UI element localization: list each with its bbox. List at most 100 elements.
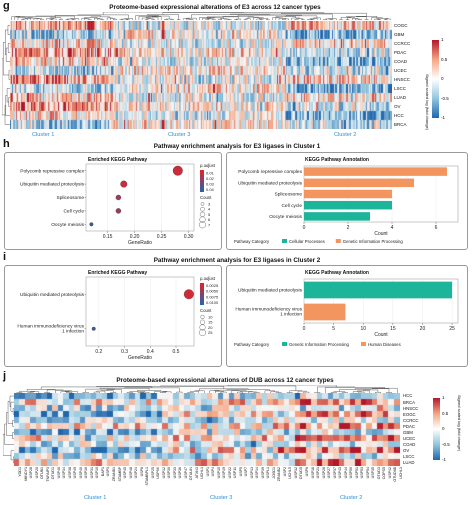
gene-label: USP8 (139, 467, 144, 477)
dendrogram-branch (96, 390, 106, 393)
gene-label: USP50 (349, 467, 354, 479)
e3-cluster-1: Cluster 1 (32, 132, 55, 138)
pathway-bar (304, 303, 346, 321)
gene-label: USP22 (227, 467, 232, 479)
row-label: LUAD (403, 460, 415, 466)
dendrogram-branch (190, 391, 199, 393)
gene-label: COPS5 (382, 467, 387, 480)
dendrogram-branch (270, 391, 279, 393)
dendrogram-branch (325, 387, 385, 393)
dendrogram-branch (247, 16, 259, 19)
dendrogram-branch (164, 19, 168, 20)
gene-label: USP11 (233, 467, 238, 479)
gene-label: TNFAIP3 (45, 467, 50, 482)
gene-label: USP18 (310, 467, 315, 479)
row-label: EOGC (403, 411, 416, 417)
dendrogram-branch (313, 17, 321, 20)
dub-cluster-2: Cluster 2 (340, 495, 363, 501)
i-bar-plot: 0 5 10 15 20 25 Count Ubiquitin mediated proteo… (234, 278, 459, 347)
dendrogram-branch (12, 432, 14, 439)
enrichment-dot (89, 222, 94, 227)
dendrogram-branch (356, 16, 378, 18)
pathway-bar (304, 281, 453, 299)
dendrogram-branch (145, 16, 159, 20)
gene-label: USP5 (238, 467, 243, 477)
dendrogram-branch (162, 12, 325, 15)
gene-label: JOSD1 (271, 467, 276, 479)
enrichment-dot (183, 289, 194, 300)
legend-color-title: p.adjust (199, 163, 216, 168)
dendrogram-branch (211, 19, 216, 20)
row-label: LUAD (394, 94, 407, 100)
legend-color-bar (200, 170, 204, 192)
dendrogram-branch (358, 19, 362, 20)
gene-label: USP21 (316, 467, 321, 479)
x-tick-label: 25 (449, 326, 455, 332)
dendrogram-branch (3, 42, 9, 76)
x-tick-label: 15 (390, 326, 396, 332)
row-label: UCEC (394, 67, 407, 73)
legend-swatch (282, 342, 287, 346)
i-bar-box (226, 265, 468, 367)
dendrogram-branch (275, 16, 296, 18)
dendrogram-branch (13, 456, 14, 464)
dendrogram-branch (85, 388, 115, 393)
gene-label: BAP1 (100, 467, 105, 477)
row-label: GBM (403, 429, 413, 435)
legend-size-circle (199, 329, 206, 337)
dendrogram-branch (67, 18, 74, 20)
gene-label: USP20 (34, 467, 39, 479)
dendrogram-branch (55, 390, 72, 393)
dendrogram-branch (170, 19, 175, 20)
dendrogram-branch (227, 19, 232, 20)
dendrogram-branch (2, 58, 5, 116)
dendrogram-branch (230, 13, 333, 19)
legend-size-label: 5 (208, 212, 211, 217)
dub-heatmap (14, 393, 400, 466)
dendrogram-branch (84, 18, 90, 20)
gene-label: YOD1 (18, 467, 23, 477)
dendrogram-branch (363, 389, 379, 393)
legend-title: Pathway Category (234, 342, 270, 347)
y-category-label: Spliceosome (57, 195, 85, 201)
legend-color-tick: 0.0025 (206, 283, 219, 288)
legend-color-tick: 0.0050 (206, 289, 219, 294)
legend-size-title: Count (200, 195, 212, 200)
enrichment-dot (115, 194, 122, 201)
enrichment-dot (91, 326, 96, 331)
x-tick-label: 6 (435, 225, 438, 231)
x-tick-label: 5 (332, 326, 335, 332)
panel-i-title: Pathway enrichment analysis for E3 ligas… (153, 257, 321, 264)
legend-color-bar (200, 283, 204, 305)
gene-label: STAMBP (117, 467, 122, 482)
e3-colorbar-ticks: 1 0.5 0 -0.5 -1 (441, 37, 453, 120)
dendrogram-branch (87, 19, 92, 20)
pathway-bar (304, 212, 370, 221)
dendrogram-branch (219, 18, 228, 20)
gene-label: USP27 (327, 467, 332, 479)
x-axis-label: Count (374, 332, 388, 338)
dendrogram-branch (376, 18, 389, 20)
e3-row-dendrogram (2, 25, 10, 125)
colorbar-tick: -0.5 (441, 95, 449, 101)
dendrogram-branch (64, 391, 78, 393)
dendrogram-branch (77, 14, 129, 19)
gene-label: USP37 (332, 467, 337, 479)
dendrogram-branch (253, 17, 264, 20)
dendrogram-branch (226, 389, 270, 391)
dendrogram-branch (59, 19, 63, 20)
legend-size-circle (199, 324, 206, 331)
dendrogram-branch (209, 390, 220, 393)
x-tick-label: 20 (420, 326, 426, 332)
dendrogram-branch (231, 390, 247, 393)
dendrogram-branch (12, 420, 14, 427)
dendrogram-branch (303, 391, 310, 393)
gene-label: USP33 (172, 467, 177, 479)
dendrogram-branch (237, 391, 244, 393)
gene-label: USP4 (211, 467, 216, 477)
x-tick-label: 4 (391, 225, 394, 231)
e3-cluster-3: Cluster 3 (168, 132, 191, 138)
row-label: COAD (394, 58, 408, 64)
panel-g-title: Proteome-based expressional alterations … (109, 4, 321, 11)
y-category-label: Oocyte meiosis (51, 222, 84, 228)
